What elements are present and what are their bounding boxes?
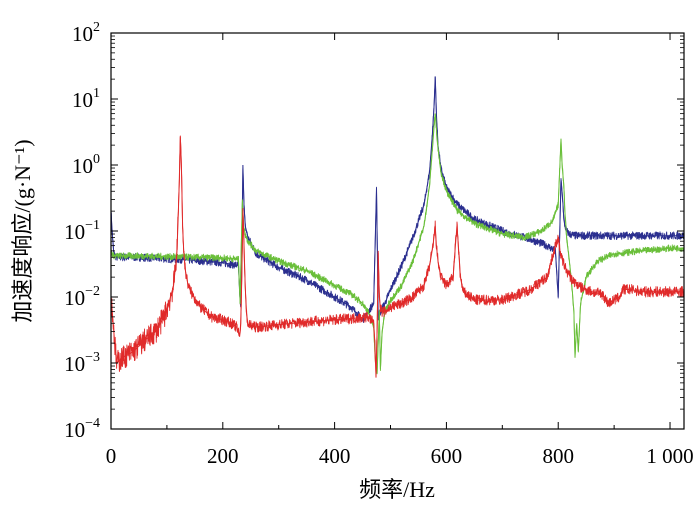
x-tick-label: 800: [542, 444, 574, 468]
series-line-blue: [110, 76, 685, 323]
series-line-green: [110, 113, 685, 375]
series-layer: [110, 76, 685, 378]
x-tick-label: 600: [431, 444, 463, 468]
x-tick-label: 200: [207, 444, 239, 468]
y-axis-title: 加速度响应/(g·N⁻¹): [10, 139, 35, 322]
plot-frame: [110, 32, 685, 430]
series-peaks-green: [110, 113, 684, 374]
tick-layer: [110, 32, 684, 430]
y-tick-label: 102: [72, 20, 100, 46]
y-tick-label: 101: [72, 86, 100, 112]
y-tick-label: 10−3: [64, 350, 100, 376]
y-tick-label: 10−1: [64, 218, 100, 244]
series-peaks-red: [110, 136, 684, 378]
x-tick-label: 0: [106, 444, 117, 468]
y-tick-label: 10−4: [64, 416, 100, 442]
y-tick-label: 10−2: [64, 284, 100, 310]
x-tick-label: 1 000: [646, 444, 693, 468]
x-tick-label: 400: [319, 444, 351, 468]
y-tick-label: 100: [72, 152, 100, 178]
label-layer: 0 200 400 600 800 1 000 10−4 10−3 10−2 10−1 100 101…: [64, 20, 694, 468]
x-axis-title: 频率/Hz: [359, 477, 435, 502]
series-peaks-blue: [110, 76, 684, 321]
